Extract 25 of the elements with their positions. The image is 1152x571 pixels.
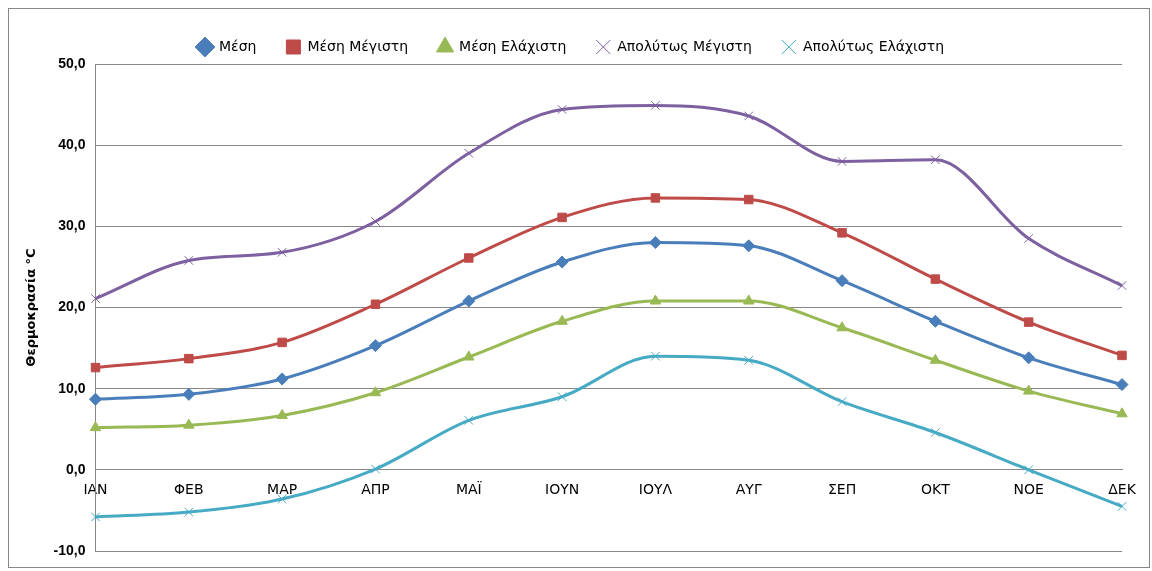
y-tick-label: 10,0	[58, 379, 86, 396]
x-tick-label: ΙΑΝ	[83, 480, 108, 497]
x-tick-label: ΦΕΒ	[174, 480, 204, 497]
x-tick-label: ΙΟΥΝ	[545, 480, 580, 497]
y-tick-label: 30,0	[58, 217, 86, 234]
legend-label: Μέση	[218, 37, 257, 54]
x-tick-label: ΙΟΥΛ	[638, 480, 673, 497]
y-axis-title: Θερμοκρασία °C	[23, 248, 39, 367]
x-tick-label: ΑΥΓ	[735, 480, 762, 497]
legend-label: Απολύτως Μέγιστη	[617, 37, 752, 54]
y-tick-label: 50,0	[58, 54, 86, 71]
x-tick-label: ΔΕΚ	[1108, 480, 1137, 497]
y-tick-label: 40,0	[58, 136, 86, 153]
x-tick-label: ΜΑΡ	[267, 480, 298, 497]
x-tick-label: ΑΠΡ	[361, 480, 390, 497]
y-tick-label: 20,0	[58, 298, 86, 315]
y-tick-label: 0,0	[66, 460, 86, 477]
legend-label: Μέση Μέγιστη	[307, 37, 409, 54]
y-tick-label: -10,0	[53, 541, 86, 558]
x-tick-label: ΣΕΠ	[827, 480, 857, 497]
legend-label: Απολύτως Ελάχιστη	[802, 37, 945, 54]
x-tick-label: ΟΚΤ	[920, 480, 951, 497]
x-tick-label: ΝΟΕ	[1013, 480, 1044, 497]
legend-label: Μέση Ελάχιστη	[459, 37, 567, 54]
x-tick-label: ΜΑΪ	[455, 479, 483, 497]
